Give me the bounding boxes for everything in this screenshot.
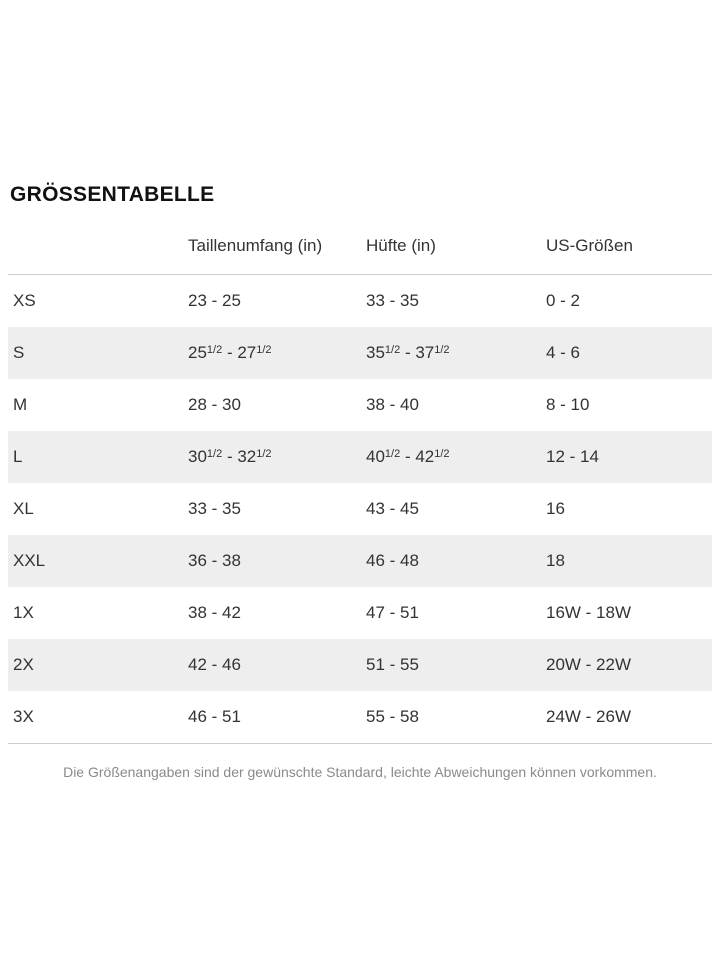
cell-us: 8 - 10 bbox=[546, 395, 590, 414]
cell-hip: 38 - 40 bbox=[366, 395, 419, 414]
cell-waist: 42 - 46 bbox=[188, 655, 241, 674]
cell-waist: 301/2 - 321/2 bbox=[188, 447, 272, 466]
table-row: S 251/2 - 271/2 351/2 - 371/2 4 - 6 bbox=[8, 327, 712, 379]
cell-hip: 47 - 51 bbox=[366, 603, 419, 622]
cell-waist: 36 - 38 bbox=[188, 551, 241, 570]
header-cell-hip: Hüfte (in) bbox=[366, 236, 436, 255]
cell-waist: 28 - 30 bbox=[188, 395, 241, 414]
cell-size: XL bbox=[13, 499, 34, 518]
cell-size: S bbox=[13, 343, 25, 362]
header-cell-waist: Taillenumfang (in) bbox=[188, 236, 323, 255]
table-header-row: Taillenumfang (in) Hüfte (in) US-Größen bbox=[8, 235, 712, 275]
cell-hip: 51 - 55 bbox=[366, 655, 419, 674]
cell-hip: 46 - 48 bbox=[366, 551, 419, 570]
cell-us: 18 bbox=[546, 551, 565, 570]
cell-size: 2X bbox=[13, 655, 34, 674]
table-body: XS 23 - 25 33 - 35 0 - 2 S 251/2 - 271/2 351/2… bbox=[8, 275, 712, 744]
table-row: M 28 - 30 38 - 40 8 - 10 bbox=[8, 379, 712, 431]
table-row: XL 33 - 35 43 - 45 16 bbox=[8, 483, 712, 535]
cell-us: 12 - 14 bbox=[546, 447, 599, 466]
page-title: GRÖSSENTABELLE bbox=[10, 183, 215, 206]
cell-waist: 38 - 42 bbox=[188, 603, 241, 622]
table-row: 1X 38 - 42 47 - 51 16W - 18W bbox=[8, 587, 712, 639]
cell-hip: 351/2 - 371/2 bbox=[366, 343, 450, 362]
cell-size: XXL bbox=[13, 551, 46, 570]
cell-us: 16W - 18W bbox=[546, 603, 632, 622]
cell-waist: 251/2 - 271/2 bbox=[188, 343, 272, 362]
cell-size: XS bbox=[13, 291, 36, 310]
table-row: XS 23 - 25 33 - 35 0 - 2 bbox=[8, 275, 712, 327]
cell-hip: 401/2 - 421/2 bbox=[366, 447, 450, 466]
cell-size: 3X bbox=[13, 707, 34, 726]
cell-waist: 46 - 51 bbox=[188, 707, 241, 726]
cell-hip: 55 - 58 bbox=[366, 707, 419, 726]
table-row: L 301/2 - 321/2 401/2 - 421/2 12 - 14 bbox=[8, 431, 712, 483]
table-row: 3X 46 - 51 55 - 58 24W - 26W bbox=[8, 691, 712, 743]
cell-waist: 23 - 25 bbox=[188, 291, 241, 310]
cell-us: 24W - 26W bbox=[546, 707, 632, 726]
size-table: Taillenumfang (in) Hüfte (in) US-Größen … bbox=[8, 235, 712, 744]
cell-size: 1X bbox=[13, 603, 34, 622]
cell-size: M bbox=[13, 395, 28, 414]
cell-us: 20W - 22W bbox=[546, 655, 632, 674]
cell-size: L bbox=[13, 447, 23, 466]
table-row: XXL 36 - 38 46 - 48 18 bbox=[8, 535, 712, 587]
table-row: 2X 42 - 46 51 - 55 20W - 22W bbox=[8, 639, 712, 691]
cell-waist: 33 - 35 bbox=[188, 499, 241, 518]
cell-hip: 43 - 45 bbox=[366, 499, 419, 518]
cell-us: 16 bbox=[546, 499, 565, 518]
cell-us: 4 - 6 bbox=[546, 343, 581, 362]
header-cell-us-sizes: US-Größen bbox=[546, 236, 633, 255]
cell-us: 0 - 2 bbox=[546, 291, 581, 310]
footer-note: Die Größenangaben sind der gewünschte St… bbox=[63, 764, 657, 780]
cell-hip: 33 - 35 bbox=[366, 291, 419, 310]
